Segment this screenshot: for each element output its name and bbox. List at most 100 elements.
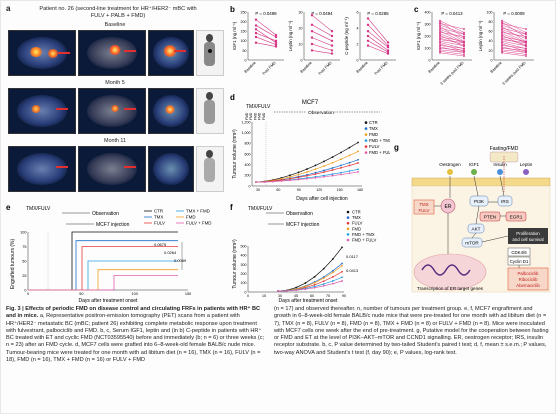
data-point [439, 41, 441, 44]
pet-mip-month11 [196, 146, 224, 192]
panel-b-letter: b [230, 5, 235, 14]
series-line [255, 171, 359, 183]
data-point [310, 49, 314, 52]
treatment-label: TMX/FULV [26, 206, 51, 212]
pet-scan-axial-2 [78, 146, 146, 192]
caption-body: a, Representative positron-emission tomo… [6, 313, 265, 364]
pten-node [479, 211, 501, 222]
panel-d-letter: d [230, 93, 235, 102]
legend-marker [346, 221, 350, 225]
tmx-fulv-box [413, 199, 435, 215]
timepoint-label: Month 11 [103, 138, 127, 144]
leptin-icon [523, 169, 529, 175]
legend-marker [364, 145, 368, 148]
tick-label: 0 [247, 294, 249, 298]
node-irs: IRS [501, 199, 509, 204]
data-point [439, 22, 441, 25]
tick-label: 300 [425, 22, 431, 26]
data-point [501, 27, 503, 29]
prolif-box [508, 228, 548, 244]
legend-marker [364, 127, 368, 130]
survival-curve [28, 275, 178, 291]
pet-scan-axial-1 [8, 30, 76, 76]
data-point [501, 37, 503, 40]
node-fulv: FULV [419, 208, 430, 213]
tick-label: 6 [357, 10, 359, 14]
figure-caption-left: Fig. 3 | Effects of periodic FMD on dise… [6, 306, 268, 364]
fmd-cycle-label: FMD [245, 112, 249, 120]
p-value: P = 0.0413 [441, 11, 463, 16]
tick-label: Post FMD [262, 61, 277, 76]
data-point [439, 19, 441, 22]
data-point [525, 28, 527, 30]
paired-line [501, 35, 527, 47]
data-point [254, 24, 258, 27]
data-point [330, 39, 334, 42]
caption-heading: Fig. 3 | Effects of periodic FMD on dise… [6, 306, 261, 320]
tick-label: 120 [316, 188, 322, 192]
p-value: P = 0.0285 [367, 11, 389, 16]
data-point [310, 42, 314, 46]
fmd-cycle-label: FMD [258, 112, 262, 120]
pet-scan-axial-3 [148, 30, 194, 76]
tick-label: 150 [241, 30, 247, 34]
legend-label: TMX + FMD [186, 209, 210, 214]
panel-f-letter: f [230, 203, 233, 212]
legend-label: FMD + FULV [369, 150, 390, 155]
panel-e: e TMX/FULV Observation MCF7 injection CT… [6, 203, 211, 304]
tick-label: 100 [241, 281, 247, 285]
data-point [386, 46, 390, 49]
tick-label: Baseline [244, 61, 257, 74]
paired-line [439, 52, 465, 57]
data-point [439, 50, 441, 53]
data-point [501, 31, 503, 34]
tick-label: 300 [241, 263, 247, 267]
lesion-arrow [56, 108, 68, 110]
legend-label: FULV [154, 221, 165, 226]
legend-label: FMD [369, 132, 378, 137]
legend-label: FULV [369, 144, 380, 149]
paired-line [439, 45, 465, 49]
data-point [366, 34, 370, 38]
paired-line [255, 19, 277, 36]
legend-label: CTR [352, 210, 361, 215]
paired-line [501, 40, 527, 47]
node-er: ER [445, 204, 452, 210]
data-point [274, 39, 278, 42]
paired-line [439, 46, 465, 53]
data-point [501, 41, 503, 44]
paired-line [311, 24, 333, 37]
data-point [463, 28, 465, 30]
p-value: 0.0413 [346, 268, 359, 273]
data-point [501, 38, 503, 41]
x-axis-label: Days after treatment onset [79, 298, 139, 304]
node-tmx: TMX [419, 202, 428, 207]
legend-label: FMD [186, 215, 196, 220]
data-point [525, 33, 527, 36]
paired-line [439, 36, 465, 42]
tick-label: 30 [256, 188, 260, 192]
tick-label: 75 [326, 294, 330, 298]
series-line [277, 280, 343, 292]
data-point [386, 41, 390, 44]
data-point [439, 35, 441, 38]
data-point [501, 21, 503, 24]
node-abemaciclib: Abemaciclib [516, 283, 540, 288]
paired-line [255, 36, 277, 45]
tick-label: 3 weeks post FMD [440, 61, 465, 86]
tick-label: 0 [491, 58, 493, 62]
legend-marker [346, 233, 350, 236]
data-point [439, 51, 441, 54]
tick-label: 180 [357, 188, 363, 192]
pet-scan-axial-2 [78, 88, 146, 134]
paired-line [311, 30, 333, 42]
data-point [310, 36, 314, 39]
data-point [439, 24, 441, 26]
tick-label: 45 [294, 294, 298, 298]
data-point [439, 34, 441, 37]
data-point [501, 28, 503, 31]
p-value: 0.0117 [346, 254, 359, 259]
fmd-cycle-label: FMD [249, 112, 253, 120]
tick-label: 75 [22, 245, 26, 249]
